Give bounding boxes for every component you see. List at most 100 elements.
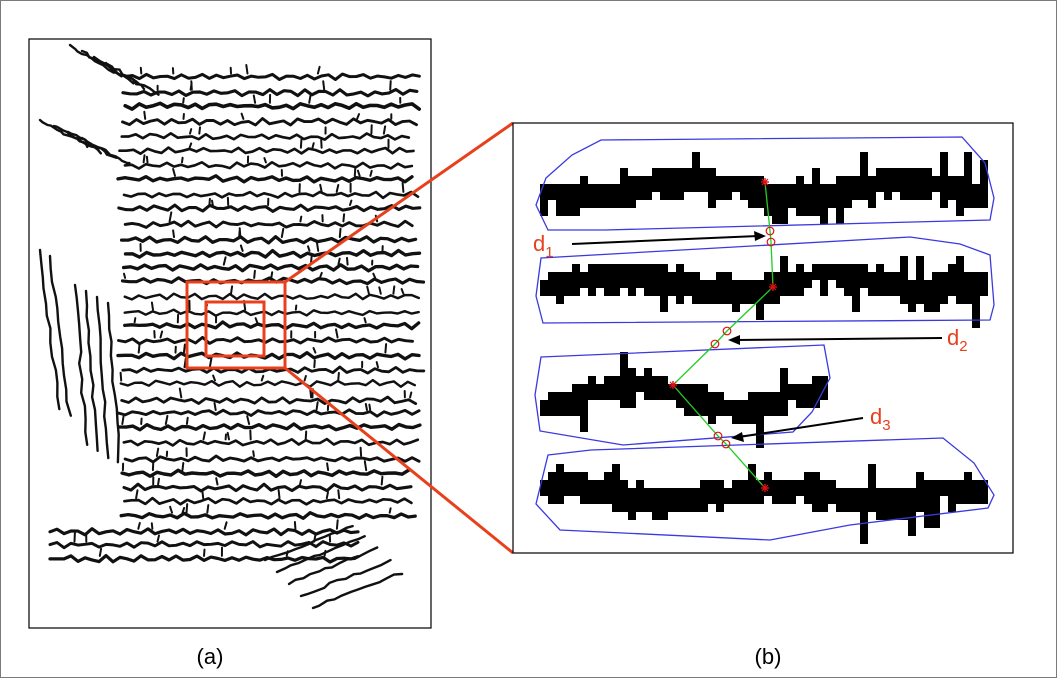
handwriting-stroke <box>178 387 183 399</box>
ink-pixel-block <box>780 256 788 272</box>
ink-pixel-block <box>596 264 604 288</box>
ink-pixel-block <box>604 480 612 504</box>
ink-pixel-block <box>756 392 764 424</box>
ink-pixel-block <box>644 368 652 376</box>
panel-b: d1 d2 d3 <box>512 122 1014 554</box>
ink-pixel-block <box>716 480 724 512</box>
ink-pixel-block <box>724 400 732 416</box>
arrow-d3-head <box>731 432 744 442</box>
handwriting-stroke <box>211 199 214 206</box>
ink-pixel-block <box>684 168 692 192</box>
ink-pixel-block <box>780 184 788 208</box>
ink-pixel-block <box>812 184 820 216</box>
ink-pixel-block <box>684 272 692 296</box>
intersection-marker <box>722 326 732 336</box>
ink-pixel-block <box>700 480 708 512</box>
ink-pixel-block <box>628 488 636 512</box>
handwriting-stroke <box>188 142 193 149</box>
handwriting-stroke <box>169 505 173 514</box>
ink-pixel-block <box>940 152 948 176</box>
ink-pixel-block <box>652 176 660 192</box>
ink-pixel-block <box>756 480 764 504</box>
handwriting-stroke <box>182 97 185 104</box>
ink-pixel-block <box>964 480 972 504</box>
ink-pixel-block <box>716 272 724 304</box>
handwriting-stroke <box>356 113 360 120</box>
handwriting-stroke <box>313 359 316 369</box>
handwriting-stroke <box>122 190 420 200</box>
handwriting-stroke <box>123 454 421 464</box>
ink-pixel-block <box>668 192 676 200</box>
ink-pixel-block <box>908 304 916 312</box>
ink-pixel-block <box>788 184 796 208</box>
ink-pixel-block <box>772 392 780 416</box>
ink-pixel-block <box>844 264 852 296</box>
handwriting-stroke <box>181 507 186 514</box>
handwriting-stroke <box>245 64 249 75</box>
ink-pixel-block <box>932 512 940 528</box>
ink-pixel-block <box>764 184 772 216</box>
ink-pixel-block <box>948 480 956 504</box>
ink-pixel-block <box>724 272 732 304</box>
handwriting-stroke <box>123 272 127 279</box>
ink-pixel-block <box>948 280 956 296</box>
ink-pixel-block <box>924 296 932 312</box>
ink-pixel-block <box>588 384 596 400</box>
ink-pixel-block <box>612 264 620 288</box>
ink-pixel-block <box>572 472 580 496</box>
panel-a <box>28 38 432 629</box>
handwriting-stroke <box>155 447 160 457</box>
handwriting-stroke <box>312 347 317 354</box>
ink-pixel-block <box>876 272 884 296</box>
hull-line-4 <box>535 437 995 541</box>
ink-pixel-block <box>708 480 716 504</box>
handwriting-stroke <box>121 87 419 98</box>
ink-pixel-block <box>660 168 668 200</box>
arrow-d1-shaft <box>571 235 759 245</box>
ink-pixel-block <box>804 184 812 216</box>
handwriting-stroke <box>363 460 368 472</box>
ink-pixel-block <box>628 288 636 296</box>
arrow-d2-head <box>728 335 740 345</box>
handwriting-stroke <box>181 462 185 472</box>
margin-note-stroke <box>275 535 366 574</box>
ink-pixel-block <box>964 152 972 176</box>
ink-pixel-block <box>764 472 772 496</box>
ink-pixel-block <box>804 272 812 288</box>
handwriting-stroke <box>116 174 414 184</box>
margin-notes <box>38 43 404 610</box>
ink-pixel-block <box>604 264 612 296</box>
ink-pixel-block <box>860 520 868 544</box>
ink-pixel-block <box>684 384 692 416</box>
ink-pixel-block <box>956 256 964 272</box>
handwriting-stroke <box>190 80 193 91</box>
ink-pixel-block <box>740 280 748 304</box>
ink-pixel-block <box>604 376 612 400</box>
centroid-marker <box>769 283 777 291</box>
ink-pixel-block <box>948 176 956 200</box>
ink-pixel-block <box>692 272 700 304</box>
handwriting-stroke <box>118 146 415 156</box>
handwriting-stroke <box>139 66 143 75</box>
ink-pixel-block <box>836 200 844 224</box>
handwriting-stroke <box>263 157 267 164</box>
label-d2: d2 <box>947 325 968 355</box>
caption-a: (a) <box>197 644 224 669</box>
hull-intersection-markers <box>710 226 776 449</box>
arrow-d3-shaft <box>738 417 864 438</box>
zoom-connector-bottom <box>284 366 514 555</box>
ink-pixel-block <box>924 480 932 512</box>
handwriting-stroke <box>299 479 302 486</box>
ink-pixel-block <box>612 464 620 480</box>
ink-pixel-block <box>556 472 564 504</box>
handwriting-stroke <box>123 320 421 331</box>
handwriting-stroke <box>222 256 227 266</box>
ink-pixel-block <box>756 176 764 208</box>
intersection-marker <box>713 431 723 441</box>
ink-pixel-block <box>668 168 676 192</box>
ink-pixel-block <box>980 272 988 296</box>
handwriting-stroke <box>378 286 382 295</box>
handwriting-stroke <box>120 132 411 141</box>
ink-pixel-block <box>636 480 644 512</box>
